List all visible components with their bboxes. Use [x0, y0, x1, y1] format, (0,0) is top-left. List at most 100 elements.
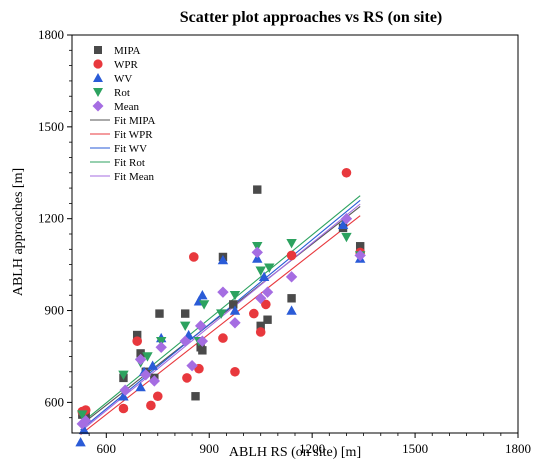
chart-title: Scatter plot approaches vs RS (on site): [180, 9, 443, 26]
point-wv: [118, 391, 129, 401]
legend-label-fit-rot: Fit Rot: [114, 157, 145, 169]
point-wpr: [341, 167, 352, 178]
axis-ticks: 600 900 1200 1500 1800 600 900 1200 1500 1800: [38, 27, 531, 456]
legend-label-wv: WV: [114, 73, 132, 85]
point-mean: [148, 375, 161, 387]
y-tick-label: 900: [45, 303, 65, 318]
point-wpr: [152, 391, 163, 402]
point-mean: [251, 246, 263, 259]
y-tick-label: 1800: [38, 27, 64, 42]
legend-label-wpr: WPR: [114, 59, 139, 71]
point-wv: [75, 436, 86, 447]
point-mipa: [229, 300, 238, 309]
legend-label-mean: Mean: [114, 101, 140, 113]
point-mean: [196, 335, 209, 347]
point-mean: [119, 384, 131, 396]
point-mipa: [136, 349, 145, 358]
plot-frame: [71, 34, 519, 434]
point-mipa: [132, 330, 142, 340]
point-mipa: [287, 294, 296, 303]
point-wpr: [146, 400, 156, 411]
point-mean: [229, 317, 241, 329]
point-wv: [197, 290, 208, 300]
point-wpr: [261, 299, 271, 310]
point-rot: [216, 309, 227, 319]
point-mipa: [355, 242, 365, 251]
point-wpr: [255, 327, 266, 337]
legend-label-fit-mipa: Fit MIPA: [114, 115, 156, 127]
legend-marker-wpr: [93, 59, 103, 69]
point-mean: [340, 212, 353, 225]
legend-label-mipa: MIPA: [114, 45, 141, 57]
point-rot: [229, 291, 241, 301]
point-wv: [217, 254, 229, 265]
x-tick-label: 1800: [505, 441, 531, 456]
point-mipa: [253, 185, 262, 194]
point-mipa: [263, 315, 272, 324]
point-mean: [179, 335, 191, 347]
point-mipa: [181, 309, 190, 318]
fit-line-fit-wpr: [80, 215, 361, 435]
point-rot: [180, 321, 191, 332]
point-rot: [118, 370, 129, 381]
point-wpr: [182, 373, 192, 383]
point-wv: [147, 360, 158, 370]
point-wpr: [286, 250, 297, 261]
point-wv: [135, 381, 146, 392]
point-mean: [217, 286, 229, 298]
y-tick-label: 1500: [38, 119, 64, 134]
point-rot: [264, 263, 275, 273]
point-wpr: [118, 403, 129, 414]
y-axis-label: ABLH approaches [m]: [11, 168, 26, 296]
point-mean: [254, 292, 267, 304]
x-tick-label: 1500: [402, 441, 428, 456]
x-tick-label: 1200: [299, 441, 325, 456]
plot-area: [75, 167, 366, 447]
x-tick-label: 900: [199, 441, 219, 456]
point-wv: [337, 219, 349, 230]
legend-marker-mipa: [94, 46, 102, 54]
legend-label-fit-mean: Fit Mean: [114, 171, 155, 183]
point-mipa: [198, 346, 207, 355]
point-wpr: [132, 336, 142, 346]
point-rot: [255, 266, 266, 276]
point-mean: [80, 415, 92, 427]
point-mipa: [191, 392, 200, 401]
point-wpr: [218, 333, 228, 343]
point-mean: [76, 418, 88, 430]
legend-label-fit-wpr: Fit WPR: [114, 129, 153, 141]
legend-marker-wv: [93, 73, 103, 82]
point-wv: [229, 305, 241, 315]
point-wv: [78, 424, 90, 435]
point-mean: [186, 359, 198, 372]
point-wv: [286, 305, 297, 315]
point-mean: [354, 249, 366, 262]
point-mean: [194, 320, 207, 332]
point-mean: [261, 286, 274, 298]
legend-marker-rot: [93, 88, 103, 97]
point-rot: [286, 238, 297, 249]
point-mean: [140, 369, 152, 381]
y-tick-label: 1200: [38, 211, 64, 226]
point-wv: [258, 271, 270, 282]
legend-label-fit-wv: Fit WV: [114, 143, 147, 155]
point-rot: [142, 352, 153, 362]
x-tick-label: 600: [97, 441, 117, 456]
point-rot: [198, 300, 210, 310]
point-rot: [77, 410, 88, 420]
point-mipa: [256, 321, 265, 331]
x-axis-label: ABLH RS (on site) [m]: [229, 445, 361, 460]
point-rot: [341, 232, 352, 243]
y-tick-label: 600: [45, 394, 65, 409]
point-mean: [134, 353, 147, 366]
point-mean: [155, 341, 167, 353]
legend-marker-mean: [92, 100, 104, 112]
point-mipa: [155, 309, 164, 318]
point-mean: [285, 271, 298, 283]
point-wpr: [188, 252, 199, 262]
legend-label-rot: Rot: [114, 87, 130, 99]
point-wpr: [249, 308, 259, 319]
point-wpr: [230, 366, 240, 377]
legend: MIPA WPR WV Rot Mean Fit MIPA Fit WPR Fit WV Fit…: [90, 45, 156, 183]
